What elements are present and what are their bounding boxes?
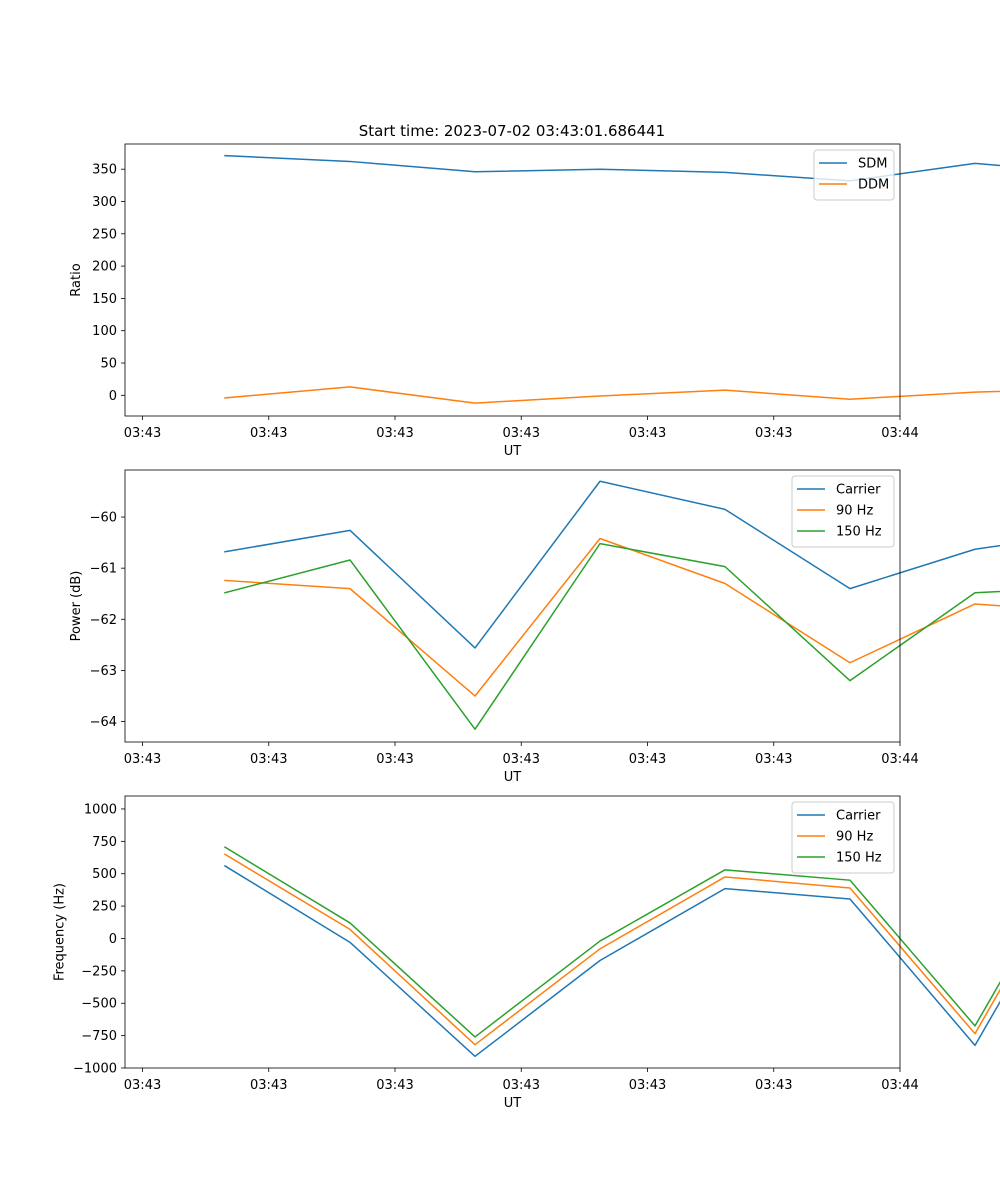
power-xtick-label: 03:43 xyxy=(503,752,540,767)
frequency-xtick-label: 03:43 xyxy=(376,1078,413,1093)
frequency-series-150-hz xyxy=(223,846,1000,1038)
ratio-xtick-label: 03:43 xyxy=(503,426,540,441)
frequency-xtick-label: 03:44 xyxy=(881,1078,918,1093)
power-legend-label: 150 Hz xyxy=(836,525,882,540)
ratio-series-sdm xyxy=(224,154,1000,182)
ratio-ytick-label: 300 xyxy=(92,195,117,210)
ratio-axes-frame xyxy=(124,143,901,417)
power-ytick-label: −60 xyxy=(90,511,117,526)
frequency-ytick-label: 0 xyxy=(109,932,117,947)
power-ytick-label: −63 xyxy=(90,664,117,679)
ratio-series-ddm xyxy=(224,386,1000,404)
ratio-ytick-label: 0 xyxy=(109,389,117,404)
power-panel: 03:43 03:43 03:43 03:43 03:43 03:43 03:44 −64 −6… xyxy=(69,469,1000,785)
frequency-legend-box xyxy=(791,801,895,874)
power-series-carrier xyxy=(224,480,1000,649)
ratio-xtick-label: 03:43 xyxy=(376,426,413,441)
power-x-axis-label: UT xyxy=(504,770,522,785)
power-xtick-label: 03:43 xyxy=(376,752,413,767)
ratio-x-axis-label: UT xyxy=(504,444,522,459)
power-xtick-label: 03:43 xyxy=(629,752,666,767)
frequency-x-axis-label: UT xyxy=(504,1096,522,1111)
frequency-ytick-label: −1000 xyxy=(73,1062,117,1077)
frequency-ytick-label: −250 xyxy=(81,964,117,979)
ratio-ytick-label: 100 xyxy=(92,324,117,339)
power-ytick-label: −64 xyxy=(90,715,117,730)
chart-title: Start time: 2023-07-02 03:43:01.686441 xyxy=(359,122,665,140)
frequency-xtick-label: 03:43 xyxy=(755,1078,792,1093)
frequency-series-90-hz xyxy=(223,853,1000,1046)
ratio-xtick-label: 03:43 xyxy=(250,426,287,441)
frequency-ytick-label: 500 xyxy=(92,867,117,882)
frequency-xtick-label: 03:43 xyxy=(250,1078,287,1093)
power-xtick-label: 03:44 xyxy=(881,752,918,767)
ratio-y-axis-label: Ratio xyxy=(69,263,84,296)
power-series-150-hz xyxy=(224,542,1000,730)
frequency-legend-label: Carrier xyxy=(836,809,881,824)
frequency-series-carrier xyxy=(223,864,1000,1058)
power-ytick-label: −61 xyxy=(90,562,117,577)
frequency-xtick-label: 03:43 xyxy=(629,1078,666,1093)
frequency-xtick-label: 03:43 xyxy=(124,1078,161,1093)
ratio-legend-label: DDM xyxy=(858,178,889,193)
power-ytick-label: −62 xyxy=(90,613,117,628)
frequency-ytick-label: −750 xyxy=(81,1029,117,1044)
frequency-ytick-label: 250 xyxy=(92,900,117,915)
frequency-legend-label: 150 Hz xyxy=(836,851,882,866)
power-xtick-label: 03:43 xyxy=(124,752,161,767)
ratio-ytick-label: 250 xyxy=(92,227,117,242)
power-xtick-label: 03:43 xyxy=(755,752,792,767)
power-legend-box xyxy=(791,475,895,548)
power-series-90-hz xyxy=(224,537,1000,697)
power-axes-frame xyxy=(124,469,901,743)
power-legend-label: 90 Hz xyxy=(836,504,873,519)
frequency-ytick-label: −500 xyxy=(81,997,117,1012)
frequency-xtick-label: 03:43 xyxy=(503,1078,540,1093)
frequency-ytick-label: 1000 xyxy=(84,802,117,817)
frequency-legend-label: 90 Hz xyxy=(836,830,873,845)
ratio-xtick-label: 03:44 xyxy=(881,426,918,441)
ratio-ytick-label: 150 xyxy=(92,292,117,307)
frequency-ytick-label: 750 xyxy=(92,835,117,850)
power-legend-label: Carrier xyxy=(836,483,881,498)
frequency-panel: 03:43 03:43 03:43 03:43 03:43 03:43 03:44 −1000… xyxy=(53,795,1000,1111)
power-y-axis-label: Power (dB) xyxy=(69,571,84,642)
frequency-axes-frame xyxy=(124,795,901,1069)
ratio-legend-label: SDM xyxy=(858,157,887,172)
ratio-ytick-label: 50 xyxy=(100,357,117,372)
ratio-xtick-label: 03:43 xyxy=(755,426,792,441)
frequency-y-axis-label: Frequency (Hz) xyxy=(53,883,68,981)
ratio-panel: 03:43 03:43 03:43 03:43 03:43 03:43 03:44 0 50 10… xyxy=(69,143,1000,459)
ratio-xtick-label: 03:43 xyxy=(629,426,666,441)
power-xtick-label: 03:43 xyxy=(250,752,287,767)
ratio-xtick-label: 03:43 xyxy=(124,426,161,441)
ratio-ytick-label: 200 xyxy=(92,260,117,275)
ratio-ytick-label: 350 xyxy=(92,163,117,178)
